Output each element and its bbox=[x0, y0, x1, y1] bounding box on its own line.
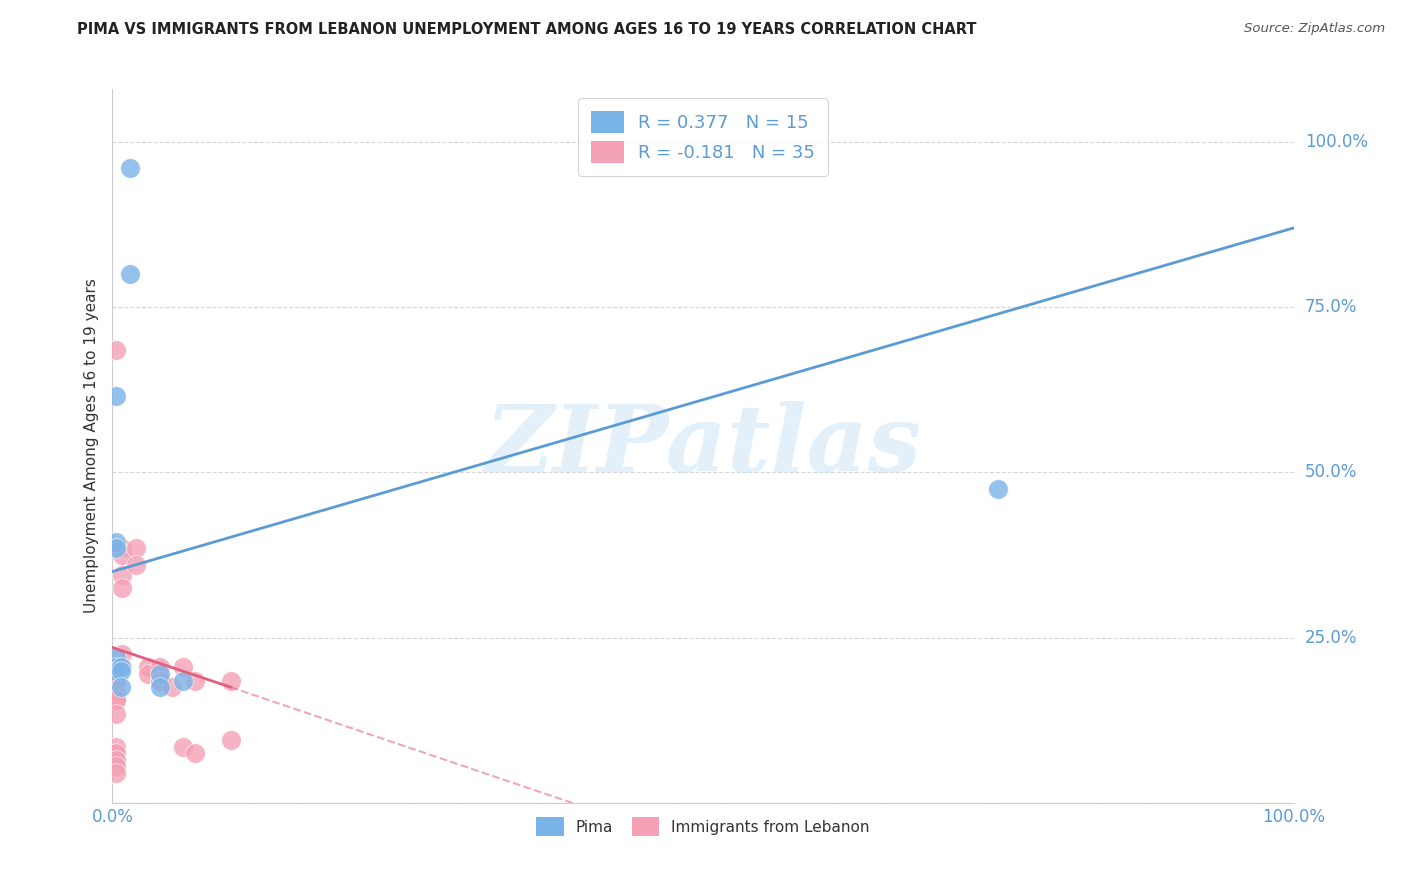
Point bbox=[136, 667, 159, 681]
Point bbox=[125, 558, 148, 572]
Point bbox=[105, 753, 128, 767]
Point bbox=[136, 660, 159, 674]
Point bbox=[105, 660, 128, 674]
Text: 50.0%: 50.0% bbox=[1305, 464, 1357, 482]
Point bbox=[172, 660, 194, 674]
Point bbox=[160, 680, 183, 694]
Text: 100.0%: 100.0% bbox=[1305, 133, 1368, 151]
Point bbox=[105, 664, 128, 678]
Point bbox=[105, 660, 128, 674]
Point bbox=[105, 534, 128, 549]
Point bbox=[105, 541, 128, 556]
Point bbox=[105, 667, 128, 681]
Point bbox=[111, 541, 134, 556]
Point bbox=[105, 693, 128, 707]
Point bbox=[105, 759, 128, 773]
Point bbox=[149, 667, 172, 681]
Point bbox=[105, 343, 128, 358]
Text: PIMA VS IMMIGRANTS FROM LEBANON UNEMPLOYMENT AMONG AGES 16 TO 19 YEARS CORRELATI: PIMA VS IMMIGRANTS FROM LEBANON UNEMPLOY… bbox=[77, 22, 977, 37]
Point bbox=[110, 660, 132, 674]
Point bbox=[172, 673, 194, 688]
Point bbox=[105, 746, 128, 760]
Point bbox=[149, 673, 172, 688]
Point bbox=[105, 706, 128, 721]
Point bbox=[111, 581, 134, 595]
Text: ZIPatlas: ZIPatlas bbox=[485, 401, 921, 491]
Point bbox=[110, 664, 132, 678]
Point bbox=[184, 746, 207, 760]
Text: 75.0%: 75.0% bbox=[1305, 298, 1357, 317]
Point bbox=[105, 739, 128, 754]
Point bbox=[105, 766, 128, 780]
Point bbox=[149, 673, 172, 688]
Point bbox=[111, 567, 134, 582]
Point bbox=[111, 647, 134, 661]
Point bbox=[105, 389, 128, 403]
Point bbox=[105, 650, 128, 665]
Text: Source: ZipAtlas.com: Source: ZipAtlas.com bbox=[1244, 22, 1385, 36]
Point bbox=[149, 680, 172, 694]
Text: 25.0%: 25.0% bbox=[1305, 629, 1357, 647]
Point bbox=[105, 687, 128, 701]
Point bbox=[111, 660, 134, 674]
Point bbox=[105, 673, 128, 688]
Point bbox=[110, 680, 132, 694]
Point bbox=[105, 673, 128, 688]
Point bbox=[120, 161, 142, 176]
Point bbox=[111, 548, 134, 562]
Point bbox=[172, 739, 194, 754]
Legend: Pima, Immigrants from Lebanon: Pima, Immigrants from Lebanon bbox=[527, 808, 879, 845]
Y-axis label: Unemployment Among Ages 16 to 19 years: Unemployment Among Ages 16 to 19 years bbox=[84, 278, 100, 614]
Point bbox=[184, 673, 207, 688]
Point bbox=[219, 733, 242, 747]
Point bbox=[219, 673, 242, 688]
Point bbox=[105, 664, 128, 678]
Point bbox=[120, 267, 142, 281]
Point bbox=[149, 660, 172, 674]
Point bbox=[987, 482, 1010, 496]
Point bbox=[105, 693, 128, 707]
Point bbox=[125, 541, 148, 556]
